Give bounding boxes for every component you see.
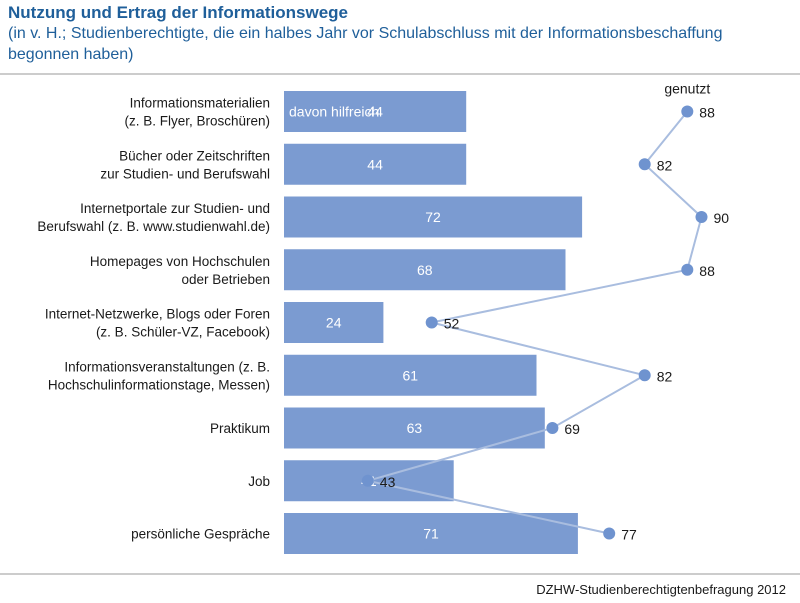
genutzt-value-label: 82 [657, 368, 673, 384]
bar-value-label: 61 [403, 367, 419, 383]
bar [284, 302, 384, 343]
genutzt-value-label: 69 [564, 421, 580, 437]
category-label: Internetportale zur Studien- und [80, 201, 270, 216]
genutzt-point [546, 422, 559, 434]
chart-subtitle: (in v. H.; Studienberechtigte, die ein h… [8, 25, 723, 63]
category-labels-layer: Informationsmaterialien (z. B. Flyer, Bro… [37, 96, 270, 542]
genutzt-value-label: 77 [621, 527, 637, 543]
genutzt-value-label: 90 [714, 210, 730, 226]
category-label: zur Studien- und Berufswahl [100, 166, 270, 181]
genutzt-point [681, 105, 694, 118]
genutzt-value-label: 88 [699, 263, 715, 279]
genutzt-value-label: 43 [380, 474, 396, 490]
bar [284, 354, 537, 396]
category-label: Hochschulinformationstage, Messen) [48, 377, 270, 392]
source-note: DZHW-Studienberechtigtenbefragung 2012 [536, 582, 786, 597]
line-series-label: genutzt [664, 81, 710, 97]
bar [284, 513, 578, 554]
genutzt-value-label: 52 [444, 316, 460, 332]
category-label: Internet-Netzwerke, Blogs oder Foren [45, 307, 270, 322]
bar-value-label: 44 [367, 156, 383, 172]
category-label: (z. B. Schüler-VZ, Facebook) [96, 325, 270, 340]
genutzt-point [603, 527, 616, 540]
genutzt-line-layer: 88 82 90 88 52 82 69 43 77 genutzt [361, 81, 730, 543]
category-label: Praktikum [210, 421, 270, 436]
category-label: Bücher oder Zeitschriften [119, 148, 270, 163]
bar [284, 143, 467, 185]
bar-series-label: davon hilfreich [289, 104, 379, 120]
title-block: Nutzung und Ertrag der Informationswege … [8, 2, 792, 65]
genutzt-point [361, 474, 374, 487]
genutzt-point [638, 369, 651, 382]
category-label: Job [248, 474, 270, 489]
category-label: (z. B. Flyer, Broschüren) [124, 114, 270, 129]
bar-value-label: 44 [367, 104, 383, 120]
bar-value-label: 63 [407, 420, 423, 436]
category-label: persönliche Gespräche [131, 527, 270, 542]
genutzt-point [425, 316, 438, 329]
bar-value-label: 24 [326, 315, 342, 331]
bar [284, 196, 583, 238]
category-label: oder Betrieben [181, 272, 270, 287]
bar-value-label: 71 [423, 526, 439, 542]
genutzt-value-label: 88 [699, 105, 715, 121]
category-label: Homepages von Hochschulen [90, 254, 270, 269]
genutzt-value-label: 82 [657, 157, 673, 173]
genutzt-point [638, 158, 651, 171]
category-label: Informationsmaterialien [130, 96, 270, 111]
category-label: Informationsveranstaltungen (z. B. [64, 359, 270, 374]
genutzt-point [695, 211, 708, 223]
genutzt-point [681, 263, 694, 276]
bar [284, 91, 467, 132]
bar-value-label: 72 [425, 209, 441, 225]
bar-value-label: 68 [417, 262, 433, 278]
chart-title: Nutzung und Ertrag der Informationswege [8, 3, 349, 22]
category-label: Berufswahl (z. B. www.studienwahl.de) [37, 219, 270, 234]
bar [284, 249, 566, 291]
